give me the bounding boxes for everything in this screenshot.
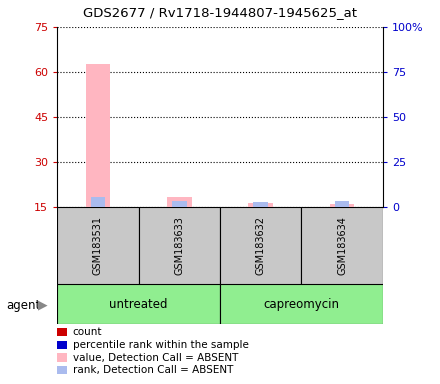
Bar: [220, 207, 301, 284]
Bar: [86, 65, 110, 207]
Bar: [167, 197, 191, 207]
Text: untreated: untreated: [110, 298, 168, 311]
Bar: [330, 204, 354, 207]
Bar: [139, 207, 220, 284]
Text: count: count: [73, 327, 102, 337]
Bar: [249, 203, 273, 207]
Text: agent: agent: [7, 299, 41, 312]
Text: GDS2677 / Rv1718-1944807-1945625_at: GDS2677 / Rv1718-1944807-1945625_at: [83, 6, 357, 19]
Text: rank, Detection Call = ABSENT: rank, Detection Call = ABSENT: [73, 365, 233, 375]
Text: GSM183634: GSM183634: [337, 216, 347, 275]
Text: percentile rank within the sample: percentile rank within the sample: [73, 340, 249, 350]
Bar: [301, 207, 383, 284]
Text: ▶: ▶: [38, 299, 48, 312]
Text: value, Detection Call = ABSENT: value, Detection Call = ABSENT: [73, 353, 238, 362]
Bar: [57, 284, 220, 324]
Bar: [91, 197, 105, 207]
Bar: [220, 284, 383, 324]
Bar: [57, 207, 139, 284]
Text: GSM183633: GSM183633: [174, 216, 184, 275]
Bar: [172, 201, 187, 207]
Text: GSM183632: GSM183632: [256, 216, 266, 275]
Bar: [253, 202, 268, 207]
Text: GSM183531: GSM183531: [93, 216, 103, 275]
Bar: [335, 201, 349, 207]
Text: capreomycin: capreomycin: [264, 298, 339, 311]
